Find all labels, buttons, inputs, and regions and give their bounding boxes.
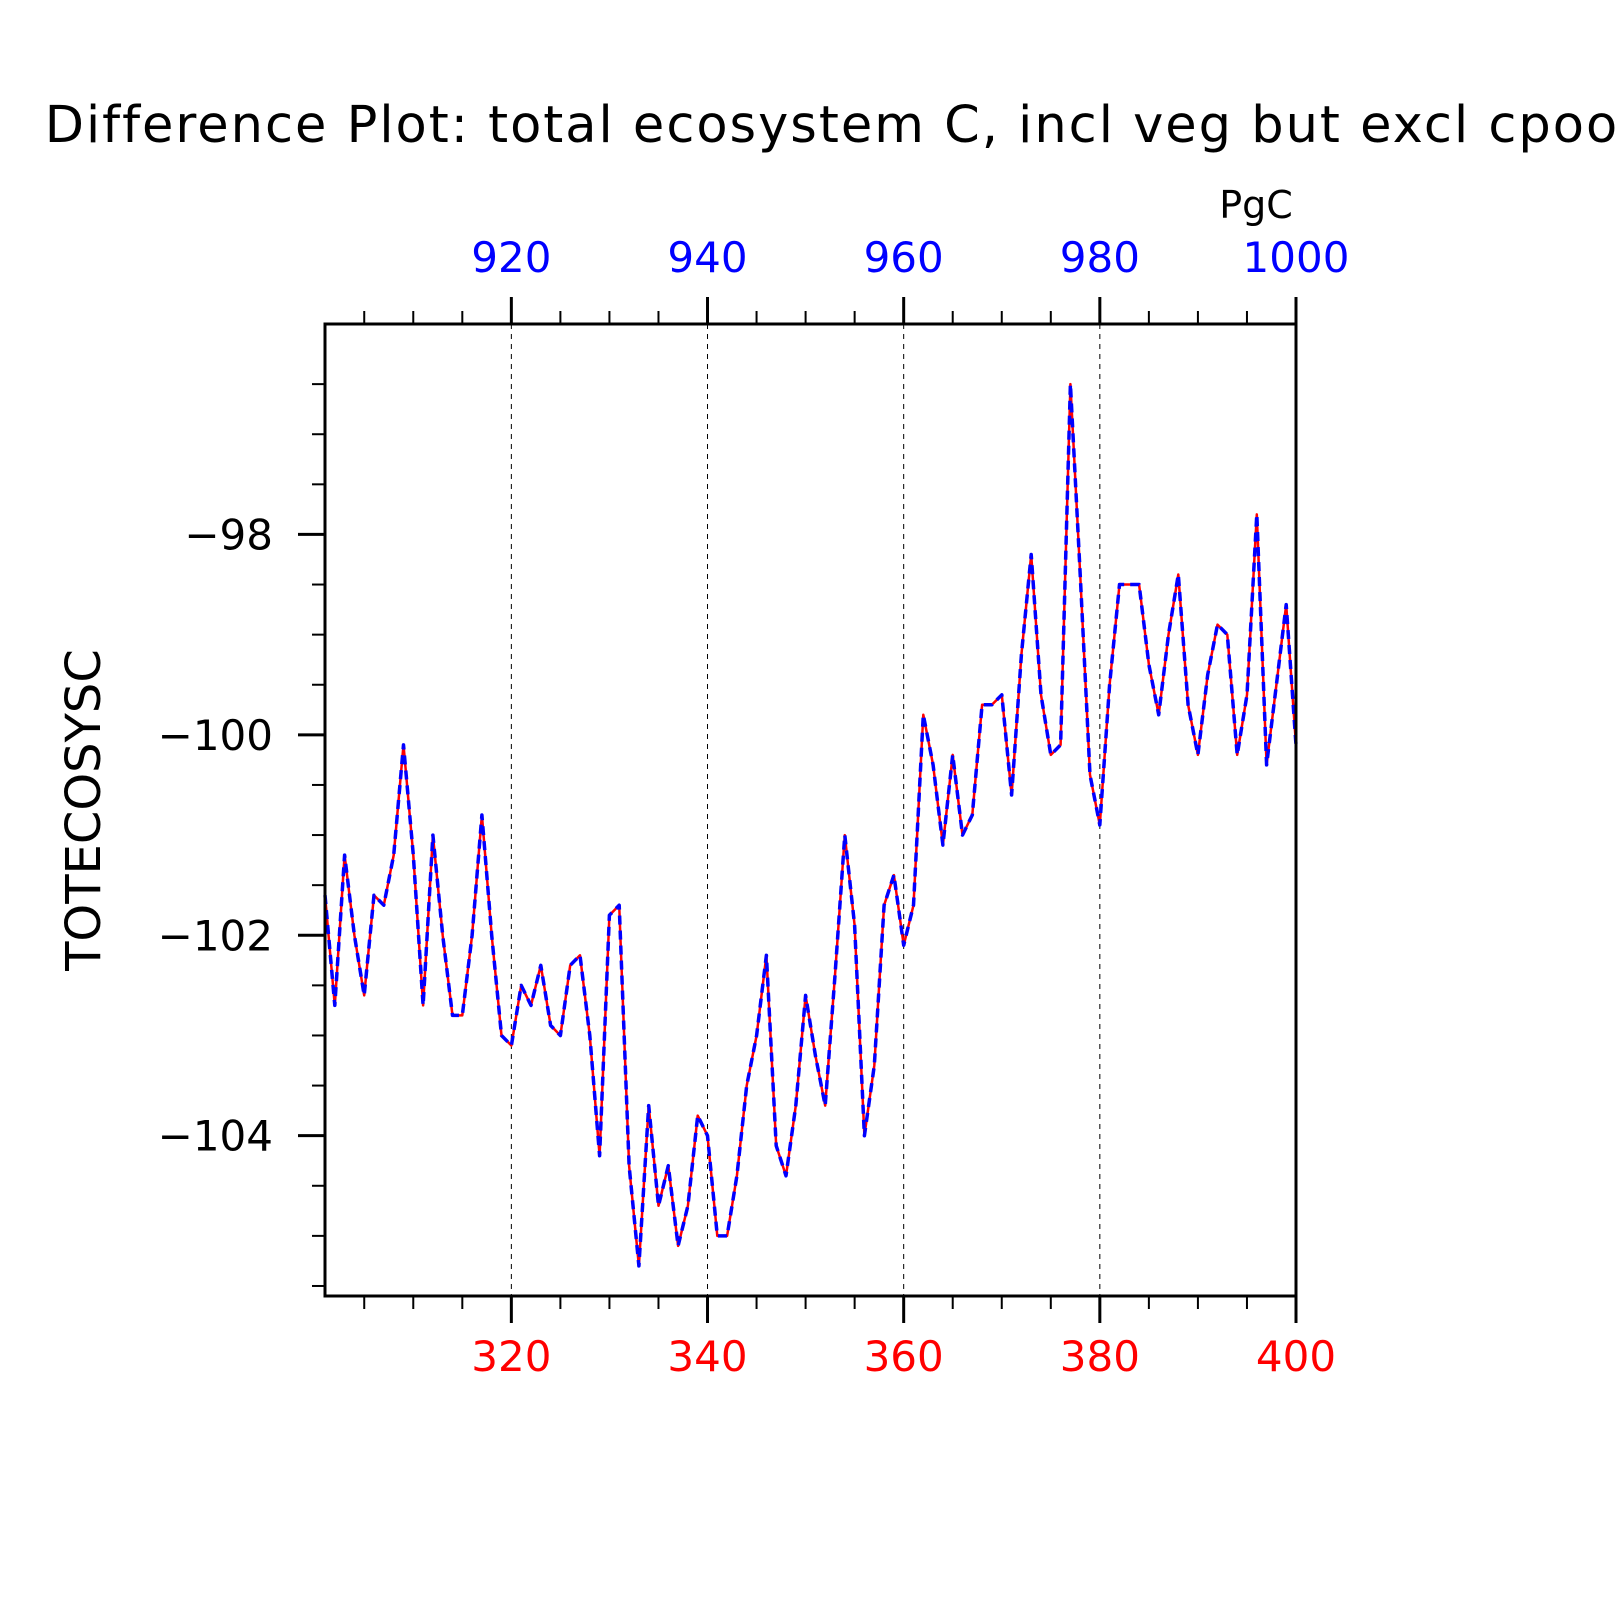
x-top-tick-label-960: 960: [864, 233, 944, 282]
x-tick-label-320: 320: [471, 1332, 551, 1381]
x-top-tick-label-940: 940: [667, 233, 747, 282]
y-axis-label: TOTECOSYSC: [56, 649, 112, 972]
y-tick-label--104: −104: [158, 1112, 273, 1161]
x-top-tick-label-920: 920: [471, 233, 551, 282]
series-line-control: [323, 382, 1298, 1268]
y-tick-label--100: −100: [158, 711, 273, 760]
tick-labels: 320 920 340 940 360 960 380 980 400 1000 −104 −102 −…: [158, 233, 1350, 1381]
data-series: [323, 382, 1298, 1268]
plot-frame: [323, 322, 1298, 1298]
y-tick-label--98: −98: [184, 510, 273, 559]
x-tick-label-400: 400: [1256, 1332, 1336, 1381]
x-top-tick-label-1000: 1000: [1243, 233, 1350, 282]
x-tick-label-380: 380: [1060, 1332, 1140, 1381]
y-tick-label--102: −102: [158, 911, 273, 960]
x-top-tick-label-980: 980: [1060, 233, 1140, 282]
chart-title: Difference Plot: total ecosystem C, incl…: [45, 96, 1620, 155]
x-tick-label-360: 360: [864, 1332, 944, 1381]
x-tick-label-340: 340: [667, 1332, 747, 1381]
unit-label: PgC: [1219, 183, 1293, 227]
major-ticks: [298, 297, 1298, 1323]
minor-ticks: [312, 311, 1248, 1309]
series-line-case: [323, 382, 1298, 1268]
